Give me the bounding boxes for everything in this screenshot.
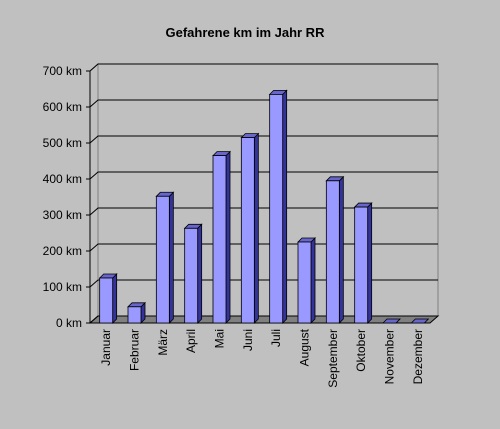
y-tick-label: 0 km (56, 316, 82, 330)
x-tick-label: Juni (241, 329, 255, 351)
y-tick-label: 700 km (43, 64, 82, 78)
y-tick-label: 500 km (43, 136, 82, 150)
bar-front (155, 195, 170, 324)
bar-front (212, 155, 227, 324)
x-tick-label: September (326, 329, 340, 388)
y-tick-label: 400 km (43, 172, 82, 186)
chart-title: Gefahrene km im Jahr RR (166, 25, 326, 40)
bar-side (197, 223, 203, 324)
y-tick-label: 300 km (43, 208, 82, 222)
x-tick-label: Dezember (411, 329, 425, 384)
bar-side (310, 237, 316, 324)
bar-side (112, 273, 118, 324)
bar-front (297, 241, 312, 324)
bar (268, 89, 288, 324)
x-tick-label: Oktober (354, 329, 368, 372)
x-tick-label: März (156, 329, 170, 356)
bar-side (338, 175, 344, 324)
y-tick-label: 600 km (43, 100, 82, 114)
bar (240, 132, 260, 324)
grid-line (89, 279, 438, 288)
x-tick-label: November (383, 329, 397, 384)
back-wall (97, 63, 439, 317)
bar-front (354, 206, 369, 324)
bar (410, 318, 430, 324)
x-tick-label: April (184, 329, 198, 353)
grid-line (89, 207, 438, 216)
bar (127, 301, 146, 324)
grid-line (89, 243, 438, 252)
bar-side (253, 132, 259, 324)
grid-line (89, 99, 438, 108)
bar-side (225, 150, 231, 324)
y-tick-label: 100 km (43, 280, 82, 294)
x-tick-label: August (298, 328, 312, 366)
grid-line (89, 315, 438, 324)
bar (297, 237, 316, 324)
bar (183, 223, 203, 324)
bar (98, 273, 118, 324)
bar (325, 175, 345, 324)
x-tick-label: Juli (269, 329, 283, 347)
bar-front (240, 137, 255, 324)
bar-top (382, 318, 401, 324)
x-tick-label: Februar (128, 329, 142, 371)
bar (382, 318, 401, 324)
x-tick-label: Januar (99, 329, 113, 366)
bar-front (99, 277, 114, 324)
bar-front (184, 227, 199, 324)
bar (353, 202, 373, 324)
bar-side (367, 202, 373, 324)
bar-side (282, 89, 288, 324)
bar (212, 150, 231, 324)
bar-front (127, 306, 142, 324)
bar-front (325, 180, 340, 324)
x-tick-label: Mai (213, 329, 227, 348)
y-tick-label: 200 km (43, 244, 82, 258)
grid-line (89, 63, 438, 72)
bar (155, 191, 175, 324)
bar-top (410, 318, 430, 324)
grid-line (89, 171, 438, 180)
grid-line (89, 135, 438, 144)
bar-front (269, 94, 284, 324)
bar-side (168, 191, 174, 324)
